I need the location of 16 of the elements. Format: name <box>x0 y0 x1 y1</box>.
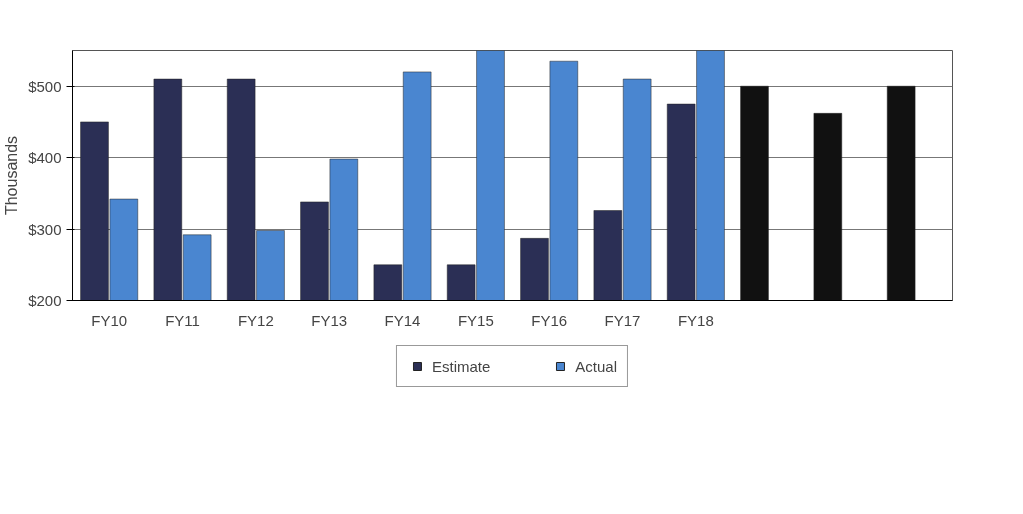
x-tick-label: FY17 <box>604 311 641 329</box>
y-axis-title: Thousands <box>3 135 21 216</box>
y-tick-label: $200 <box>28 292 62 309</box>
x-tick-label: FY15 <box>457 311 494 329</box>
x-tick-label: FY12 <box>237 311 274 329</box>
x-tick-label: FY14 <box>384 311 421 329</box>
legend-label: Actual <box>575 357 618 375</box>
legend-label: Estimate <box>431 357 491 375</box>
x-tick-label: FY16 <box>531 311 568 329</box>
x-tick-label: FY18 <box>677 311 714 329</box>
x-tick-label: FY13 <box>311 311 348 329</box>
y-tick-label: $400 <box>28 149 62 167</box>
x-tick-label: FY10 <box>91 311 128 329</box>
y-tick-label: $300 <box>28 220 62 238</box>
x-tick-label: FY11 <box>165 311 200 329</box>
y-tick-label: $500 <box>28 77 62 95</box>
